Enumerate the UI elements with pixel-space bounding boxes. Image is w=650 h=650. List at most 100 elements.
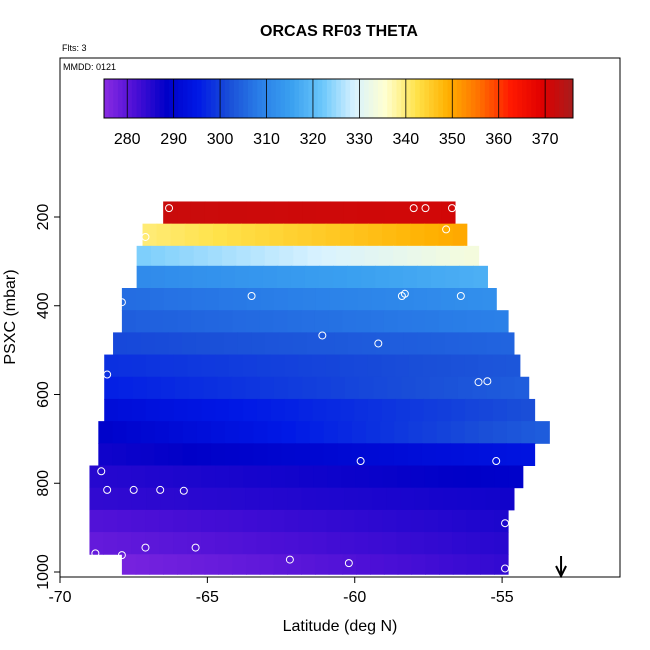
heat-cell-layer-10 [506, 398, 522, 422]
heat-cell-layer-3 [250, 245, 266, 267]
heat-cell-layer-8 [381, 354, 396, 378]
heat-cell-layer-15 [480, 509, 495, 533]
heat-cell-layer-12 [407, 443, 423, 466]
heat-cell-layer-2 [325, 223, 341, 247]
heat-cell-layer-16 [298, 532, 314, 555]
heat-cell-layer-17 [218, 554, 233, 575]
heat-cell-layer-9 [217, 376, 233, 400]
heat-cell-layer-10 [437, 398, 452, 422]
heat-cell-layer-17 [232, 554, 247, 575]
colorbar-segment [442, 79, 449, 118]
heat-cell-layer-10 [173, 398, 189, 422]
heat-cell-layer-14 [287, 487, 303, 511]
heat-cell-layer-5 [149, 288, 165, 311]
heat-cell-layer-7 [126, 332, 142, 356]
sample-point-circle [129, 485, 138, 494]
heat-cell-layer-2 [255, 223, 270, 247]
y-axis-label: PSXC (mbar) [2, 269, 19, 364]
heat-cell-layer-1 [246, 201, 262, 225]
heat-cell-layer-16 [368, 532, 384, 555]
sample-point-circle [492, 457, 501, 466]
heat-cell-layer-13 [271, 465, 286, 489]
x-axis-label: Latitude (deg N) [283, 618, 398, 635]
heat-cell-layer-2 [353, 223, 369, 247]
heat-cell-layer-11 [408, 421, 424, 444]
colorbar-segment [266, 79, 272, 118]
heat-cell-layer-12 [393, 443, 409, 466]
heat-cell-layer-5 [246, 288, 262, 311]
heat-cell-layer-6 [287, 310, 302, 333]
heat-cell-layer-8 [159, 354, 175, 378]
heat-cell-layer-1 [274, 201, 289, 225]
heat-cell-layer-15 [452, 509, 467, 533]
heat-cell-layer-13 [424, 465, 440, 489]
heat-cell-layer-9 [189, 376, 204, 400]
heat-cell-layer-12 [239, 443, 254, 466]
heat-cell-layer-14 [103, 487, 119, 511]
heat-cell-layer-1 [204, 201, 220, 225]
colorbar-segment [187, 79, 193, 118]
heat-cell-layer-12 [154, 443, 170, 466]
heat-cell-layer-8 [131, 354, 147, 378]
colorbar-segment [494, 79, 500, 118]
colorbar-segment [159, 79, 165, 118]
heat-cell-layer-13 [410, 465, 426, 489]
sample-point-circle [400, 289, 409, 298]
heat-cell-layer-3 [236, 245, 252, 267]
heat-cell-layer-15 [410, 509, 425, 533]
heat-cell-layer-11 [126, 421, 142, 444]
heat-cell-layer-11 [521, 421, 536, 444]
colorbar-segment [512, 79, 518, 118]
heat-cell-layer-8 [284, 354, 299, 378]
heat-cell-layer-16 [89, 532, 105, 555]
heat-cell-layer-8 [367, 354, 382, 378]
heat-cell-layer-3 [193, 245, 209, 267]
heat-cell-layer-9 [288, 376, 303, 400]
colorbar-segment [312, 79, 319, 118]
x-tick-label: -65 [196, 589, 219, 606]
heat-cell-layer-13 [285, 465, 300, 489]
heat-cell-layer-16 [480, 532, 495, 555]
heat-cell-layer-4 [150, 265, 166, 289]
heat-cell-layer-5 [385, 288, 400, 311]
heat-cell-layer-12 [365, 443, 381, 466]
colorbar-segment [535, 79, 541, 118]
heat-cell-layer-1 [316, 201, 331, 225]
heat-cell-layer-16 [201, 532, 216, 555]
heat-cell-layer-12 [520, 443, 536, 466]
heat-cell-layer-17 [480, 554, 495, 575]
heat-cell-layer-14 [131, 487, 147, 511]
heat-cell-layer-11 [98, 421, 114, 444]
heat-cell-layer-3 [435, 245, 451, 267]
heat-cell-layer-3 [321, 245, 337, 267]
heat-cell-layer-13 [201, 465, 216, 489]
heat-cell-layer-10 [520, 398, 536, 422]
heat-cell-layer-9 [415, 376, 431, 400]
heat-cell-layer-10 [340, 398, 355, 422]
heat-cell-layer-9 [401, 376, 417, 400]
heat-cell-layer-8 [395, 354, 410, 378]
heat-cell-layer-8 [353, 354, 369, 378]
sample-point-circle [141, 543, 150, 552]
heat-cell-layer-11 [478, 421, 494, 444]
heat-cell-layer-10 [326, 398, 341, 422]
arrow-marker-head [555, 565, 567, 579]
colorbar-segment [424, 79, 430, 118]
heat-cell-layer-16 [312, 532, 328, 555]
sample-point-circle [191, 543, 200, 552]
sample-point-circle [409, 204, 418, 213]
heat-cell-layer-16 [410, 532, 425, 555]
heat-cell-layer-15 [494, 509, 509, 533]
x-tick-label: -70 [48, 589, 71, 606]
heat-cell-layer-15 [117, 509, 132, 533]
colorbar-segment [210, 79, 216, 118]
colorbar-segment [563, 79, 569, 118]
heat-cell-layer-6 [190, 310, 206, 333]
heat-cell-layer-4 [459, 265, 474, 289]
colorbar-segment [145, 79, 151, 118]
sample-point-circle [156, 485, 165, 494]
colorbar-segment [359, 79, 365, 118]
heat-cell-layer-6 [121, 310, 137, 333]
heat-cell-layer-7 [444, 332, 460, 356]
colorbar-tick-label: 300 [207, 131, 234, 148]
